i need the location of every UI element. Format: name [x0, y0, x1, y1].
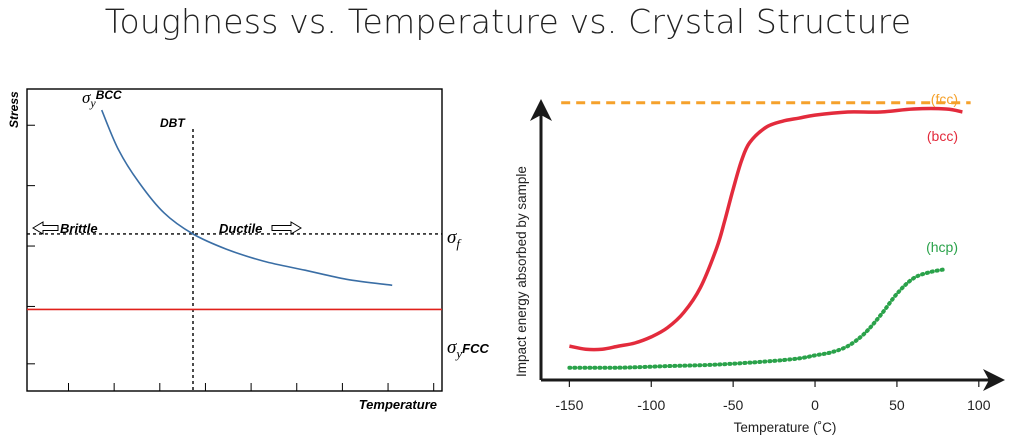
- sigma-symbol: σ: [447, 337, 457, 358]
- left-series-lines: [27, 109, 442, 391]
- bcc-yield-curve: [100, 109, 393, 287]
- page-title: Toughness vs. Temperature vs. Crystal St…: [104, 2, 912, 41]
- fcc-text: FCC: [462, 341, 489, 356]
- sigma-y-fcc-label: σyFCC: [447, 337, 489, 361]
- sigma-f-label: σf: [447, 227, 462, 251]
- sigma-subscript-y: y: [89, 96, 96, 110]
- dbt-label: DBT: [160, 116, 186, 130]
- sigma-subscript-f: f: [456, 236, 462, 251]
- left-axis-ticks: [27, 124, 435, 391]
- brittle-arrow-icon: [32, 221, 59, 235]
- left-x-axis-label: Temperature: [359, 397, 437, 412]
- brittle-label: Brittle: [60, 221, 98, 236]
- ductile-arrow-icon: [271, 221, 302, 235]
- sigma-symbol: σ: [447, 227, 457, 248]
- left-y-axis-label: Stress: [7, 91, 21, 128]
- sigma-subscript-y: y: [454, 346, 462, 361]
- left-plot-frame: [26, 88, 443, 392]
- sigma-y-bcc-label: σyBCC: [82, 88, 122, 110]
- bcc-text: BCC: [96, 88, 122, 102]
- ductile-label: Ductile: [219, 221, 262, 236]
- sigma-symbol: σ: [82, 88, 91, 107]
